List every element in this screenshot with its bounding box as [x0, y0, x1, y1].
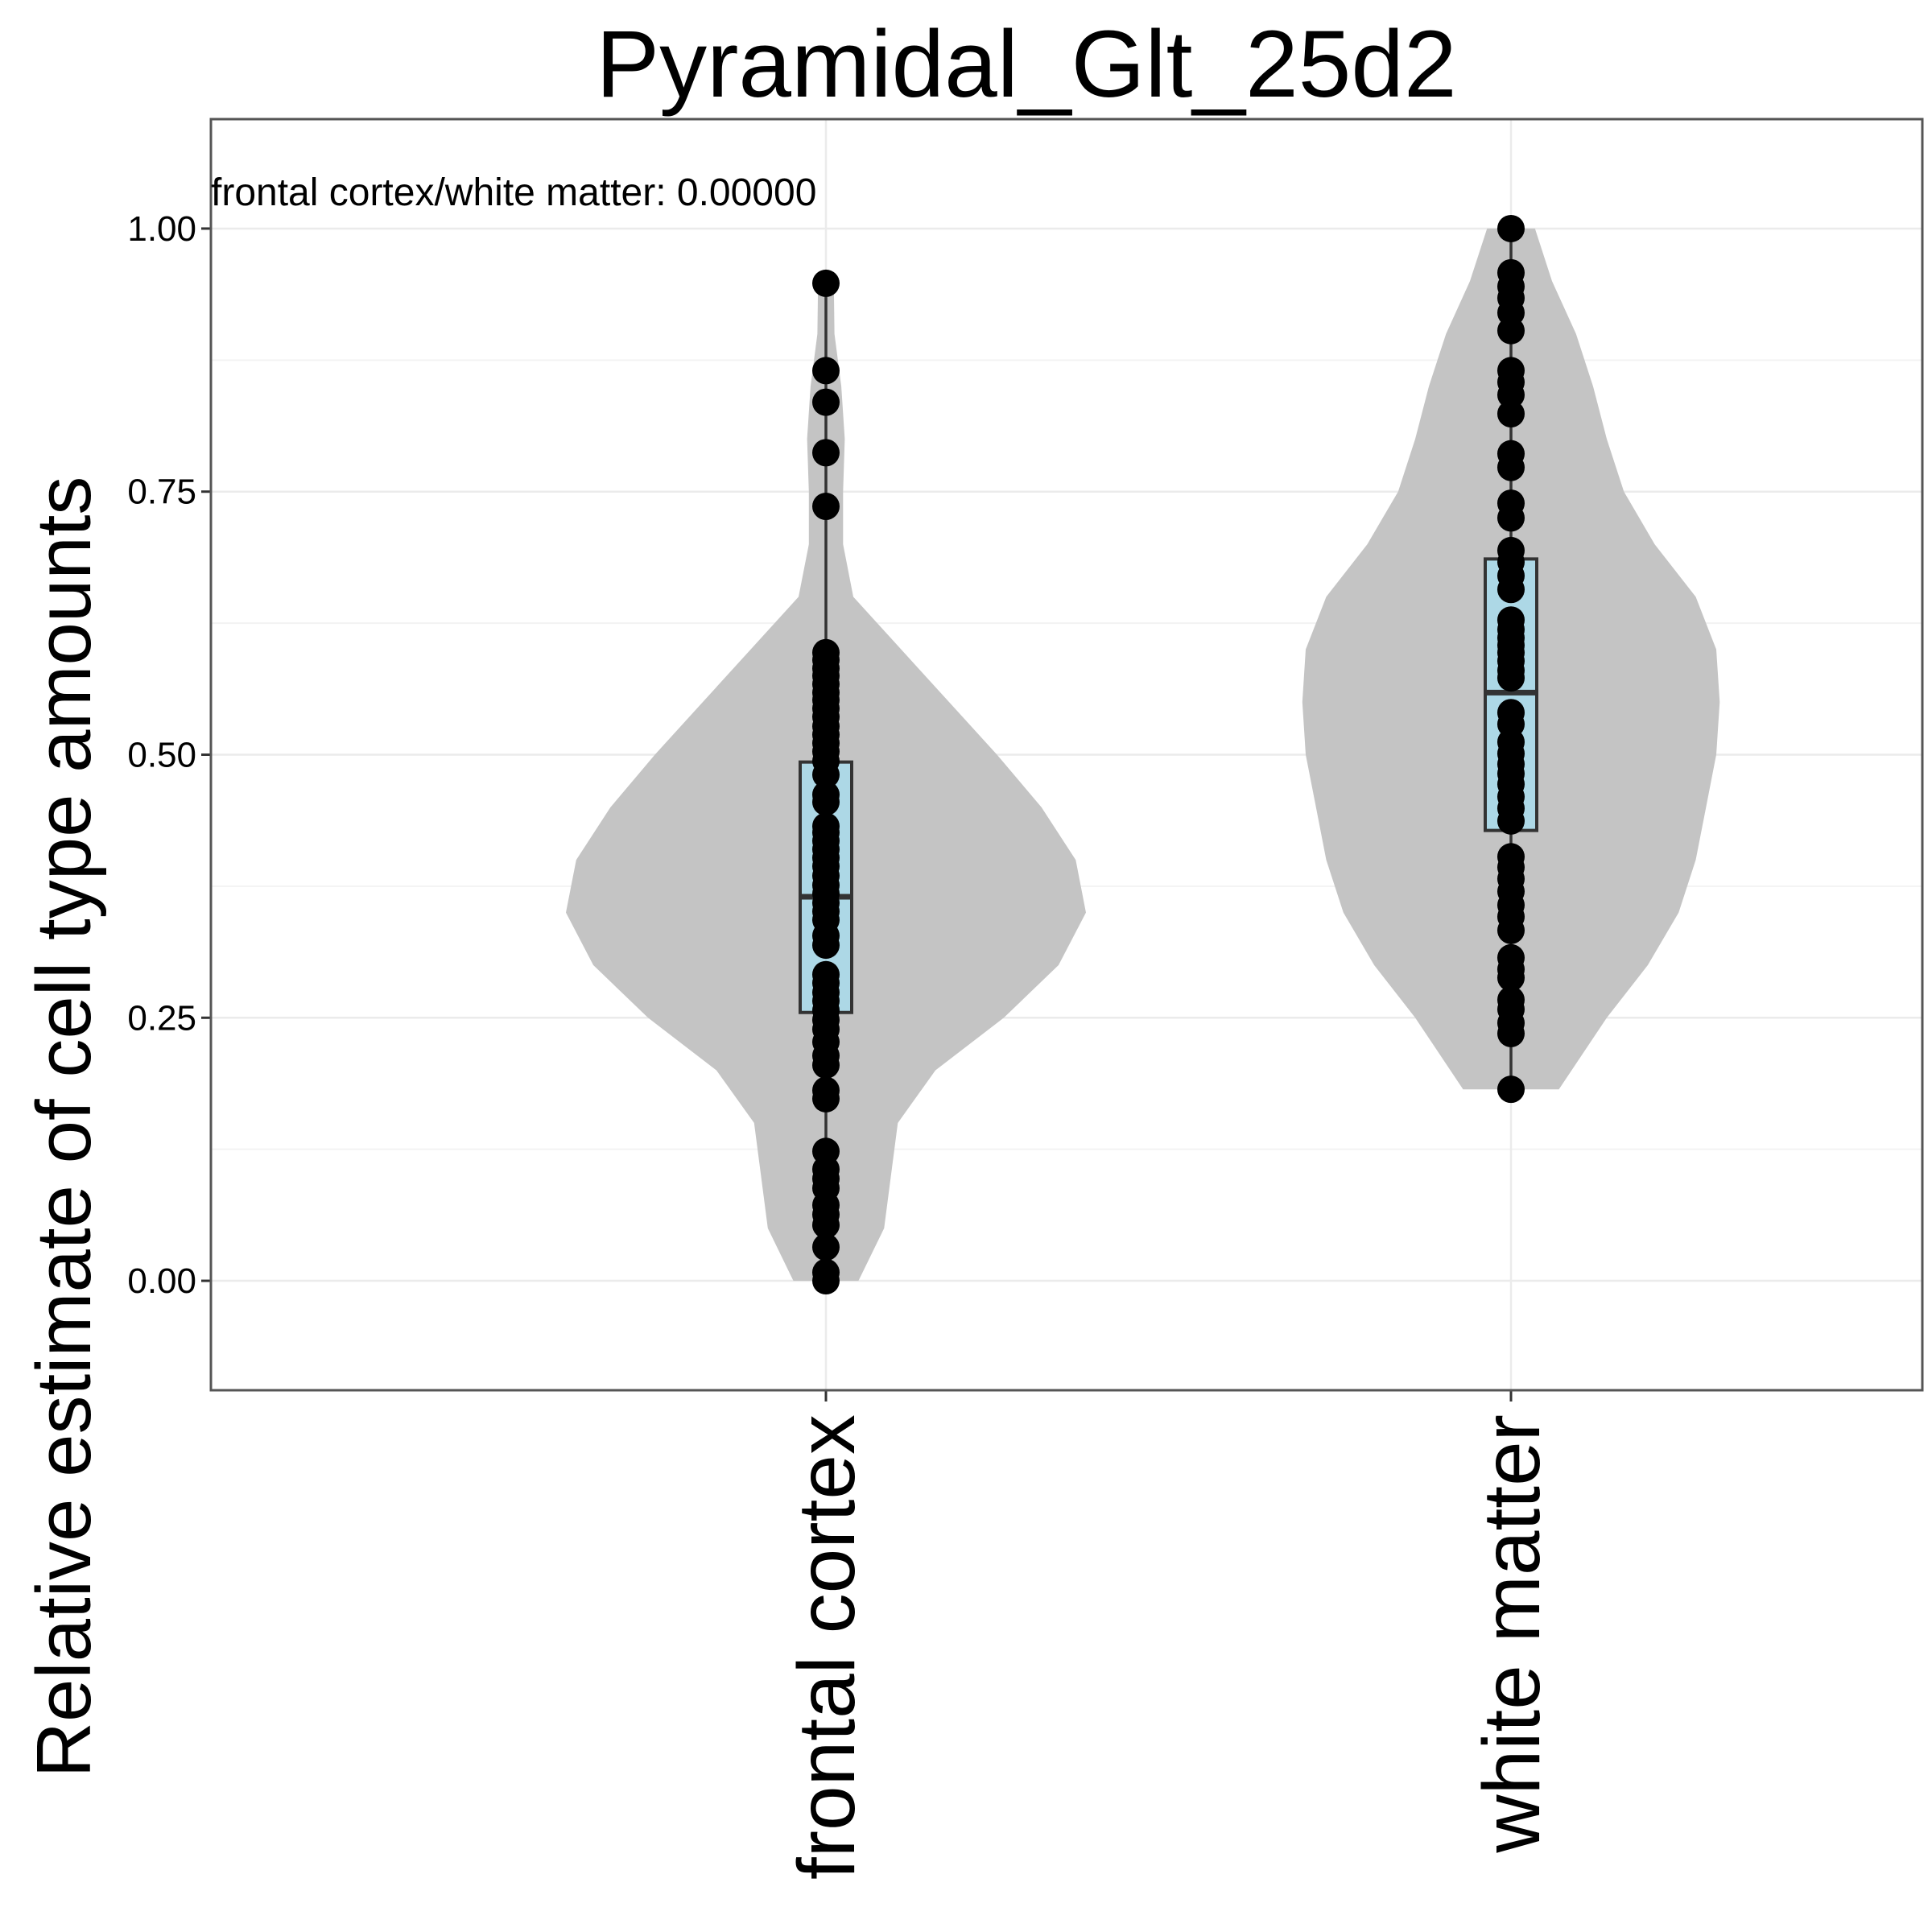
data-point: [1497, 807, 1525, 835]
data-point: [1497, 1075, 1525, 1104]
y-tick-label: 0.50: [127, 736, 196, 775]
data-point: [812, 1084, 840, 1113]
data-point: [1497, 399, 1525, 427]
data-point: [812, 1051, 840, 1080]
plot-panel-border: [209, 118, 1924, 1392]
data-point: [812, 357, 840, 385]
data-point: [1497, 453, 1525, 481]
data-point: [812, 761, 840, 789]
data-point: [812, 439, 840, 467]
y-tick-label: 1.00: [127, 209, 196, 249]
annotation-text: frontal cortex/white matter: 0.00000: [211, 171, 816, 214]
data-point: [812, 1267, 840, 1295]
data-point: [1497, 916, 1525, 944]
x-tick-label: frontal cortex: [782, 1414, 872, 1880]
data-point: [1497, 381, 1525, 409]
data-point: [812, 269, 840, 297]
data-point: [1497, 1019, 1525, 1047]
data-point: [812, 1211, 840, 1239]
y-tick-label: 0.25: [127, 998, 196, 1038]
data-point: [812, 788, 840, 816]
data-point: [812, 931, 840, 960]
data-point: [1497, 964, 1525, 992]
data-point: [812, 493, 840, 521]
y-tick-label: 0.75: [127, 473, 196, 512]
data-point: [1497, 316, 1525, 345]
data-point: [1497, 504, 1525, 532]
data-point: [812, 388, 840, 416]
plot-area: 0.00 0.25 0.50 0.75 1.00 frontal cortex white …: [127, 118, 1924, 1880]
x-tick-label: white matter: [1467, 1414, 1557, 1854]
chart-title: Pyramidal_Glt_25d2: [596, 11, 1456, 118]
data-point: [1497, 576, 1525, 604]
y-axis-label: Relative estimate of cell type amounts: [21, 477, 107, 1778]
data-point: [1497, 664, 1525, 692]
data-point: [1497, 214, 1525, 242]
y-tick-label: 0.00: [127, 1261, 196, 1301]
data-point: [812, 1233, 840, 1261]
